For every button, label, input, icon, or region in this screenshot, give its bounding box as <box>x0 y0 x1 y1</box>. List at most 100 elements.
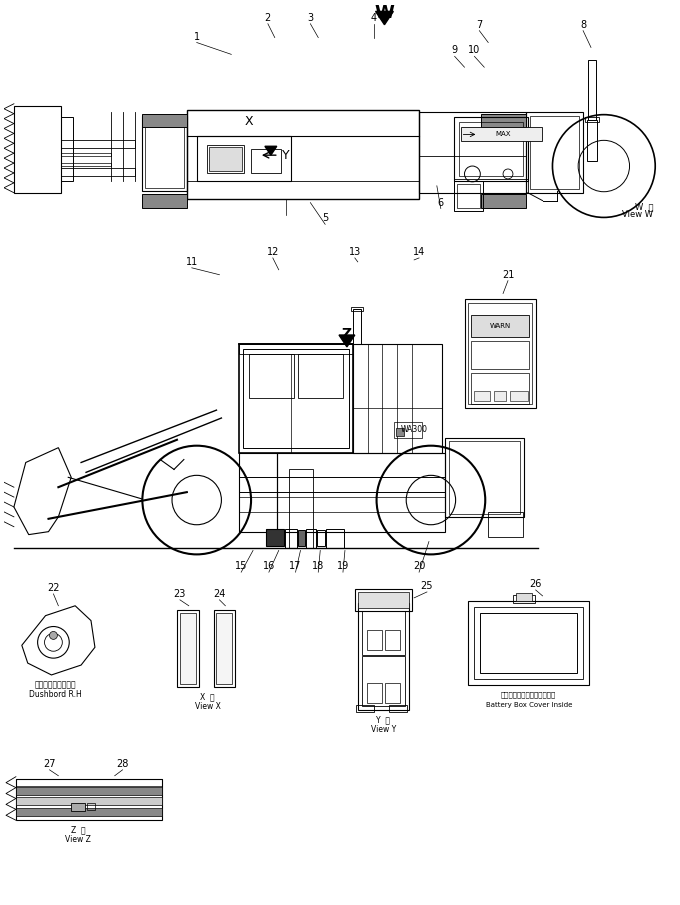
Bar <box>16 786 162 795</box>
Bar <box>16 778 162 820</box>
Bar <box>480 613 577 673</box>
Text: 20: 20 <box>413 561 425 571</box>
Text: X: X <box>245 115 254 129</box>
Text: 17: 17 <box>290 561 302 571</box>
Text: View Z: View Z <box>65 835 91 844</box>
Text: 4: 4 <box>371 13 377 23</box>
Text: 16: 16 <box>262 561 275 571</box>
Polygon shape <box>22 605 95 675</box>
Bar <box>326 529 344 548</box>
Polygon shape <box>265 147 277 155</box>
Text: 6: 6 <box>438 197 444 207</box>
Text: 27: 27 <box>44 759 56 769</box>
Bar <box>239 344 353 354</box>
Bar <box>351 308 362 311</box>
Text: View W: View W <box>622 210 653 219</box>
Text: W  視: W 視 <box>634 202 653 211</box>
Bar <box>419 111 526 193</box>
Bar <box>87 804 95 810</box>
Bar <box>299 354 343 398</box>
Text: 22: 22 <box>47 583 60 593</box>
Bar <box>239 497 445 512</box>
Bar <box>367 631 381 650</box>
Bar <box>187 110 419 198</box>
Text: 18: 18 <box>312 561 324 571</box>
Bar <box>386 631 401 650</box>
Bar <box>471 341 529 368</box>
Text: Y  視: Y 視 <box>377 715 390 724</box>
Bar <box>353 310 361 344</box>
Text: 15: 15 <box>235 561 248 571</box>
Text: WARN: WARN <box>490 323 511 329</box>
Bar <box>481 194 526 207</box>
Text: Y: Y <box>282 148 290 162</box>
Bar <box>209 148 242 171</box>
Bar <box>460 128 541 141</box>
Text: W: W <box>375 4 394 22</box>
Bar <box>516 593 532 601</box>
Bar <box>142 194 187 207</box>
Bar <box>71 804 85 811</box>
Text: 14: 14 <box>413 247 425 257</box>
Bar <box>16 778 162 786</box>
Bar <box>142 116 187 191</box>
Bar <box>454 179 528 193</box>
Bar <box>16 797 162 805</box>
Bar <box>61 117 73 181</box>
Bar <box>469 601 589 685</box>
Bar <box>61 153 111 157</box>
Bar <box>488 512 523 537</box>
Bar <box>471 373 529 405</box>
Text: WA300: WA300 <box>401 425 428 434</box>
Bar <box>471 315 529 337</box>
Bar <box>588 61 596 119</box>
Text: 26: 26 <box>530 579 542 589</box>
Bar <box>243 348 349 448</box>
Bar <box>197 137 290 181</box>
Bar <box>285 529 296 548</box>
Bar <box>146 119 184 187</box>
Bar <box>358 592 409 608</box>
Bar <box>367 683 381 702</box>
Text: 1: 1 <box>194 32 200 42</box>
Bar <box>298 529 305 547</box>
Bar <box>16 808 162 816</box>
Text: MAX: MAX <box>495 131 511 138</box>
Bar <box>386 683 401 702</box>
Bar <box>513 595 534 603</box>
Text: 7: 7 <box>476 20 482 30</box>
Text: 11: 11 <box>186 257 198 267</box>
Bar <box>464 300 536 408</box>
Text: 9: 9 <box>452 45 458 55</box>
Text: 24: 24 <box>214 589 226 599</box>
Bar <box>396 428 404 436</box>
Bar <box>456 184 480 207</box>
Bar <box>251 149 281 173</box>
Bar <box>249 354 294 398</box>
Text: 5: 5 <box>322 214 328 224</box>
Bar <box>362 656 405 706</box>
Bar <box>61 140 135 148</box>
Text: View X: View X <box>194 702 220 711</box>
Bar <box>142 114 187 128</box>
Bar <box>449 441 520 514</box>
Bar <box>445 438 524 517</box>
Bar <box>481 114 526 128</box>
Bar <box>362 611 405 655</box>
Text: 19: 19 <box>337 561 349 571</box>
Text: 8: 8 <box>580 20 586 30</box>
Text: 25: 25 <box>421 581 433 591</box>
Bar <box>61 163 111 166</box>
Bar <box>239 452 277 531</box>
Bar <box>526 111 583 193</box>
Bar <box>475 391 490 401</box>
Text: View Y: View Y <box>371 725 396 734</box>
Text: Battery Box Cover Inside: Battery Box Cover Inside <box>486 701 572 708</box>
Bar <box>216 613 233 684</box>
Bar <box>239 344 353 452</box>
Bar <box>454 181 483 211</box>
Bar <box>356 705 373 712</box>
Text: バッテリボックスカバー内側: バッテリボックスカバー内側 <box>501 691 556 698</box>
Bar <box>353 344 442 452</box>
Bar <box>587 119 597 161</box>
